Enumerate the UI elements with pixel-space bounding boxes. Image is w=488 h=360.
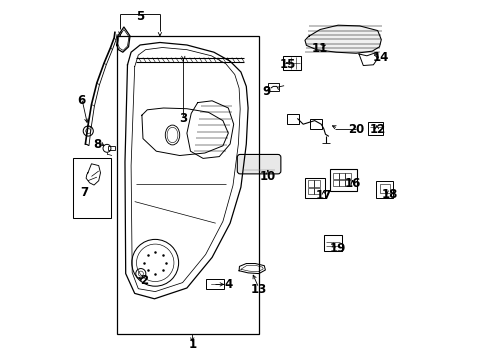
Bar [117,36,258,334]
Text: 6: 6 [78,94,86,107]
Text: 19: 19 [328,242,345,255]
Text: 7: 7 [80,186,88,199]
Text: 16: 16 [344,177,360,190]
Bar [73,158,111,218]
Text: 13: 13 [250,283,266,296]
Text: 10: 10 [259,170,275,183]
Text: 5: 5 [136,10,144,23]
Text: 3: 3 [179,112,187,125]
Text: 2: 2 [140,274,148,287]
Text: 1: 1 [188,338,196,351]
FancyBboxPatch shape [237,154,280,174]
Text: 18: 18 [381,188,398,201]
Polygon shape [305,25,381,53]
Text: 11: 11 [311,42,327,55]
Text: 4: 4 [224,278,232,291]
Text: 15: 15 [279,58,295,71]
Text: 8: 8 [93,138,102,150]
Text: 20: 20 [347,123,364,136]
Text: 12: 12 [369,123,385,136]
Text: 17: 17 [315,189,331,202]
Text: 9: 9 [262,85,270,98]
Text: 14: 14 [372,51,388,64]
